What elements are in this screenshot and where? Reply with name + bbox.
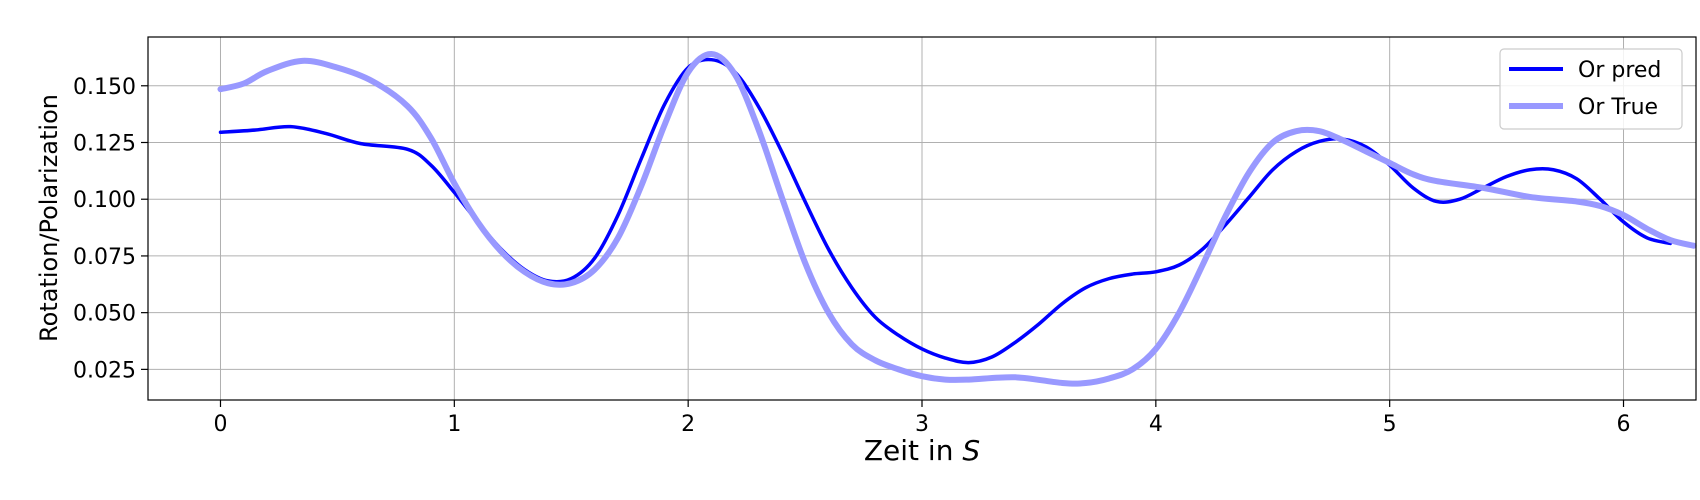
legend: Or pred Or True <box>1499 48 1683 130</box>
x-axis-title-main: Zeit in <box>864 434 963 467</box>
x-tick-label: 3 <box>915 412 929 437</box>
y-axis-ticks: 0.025 0.050 0.075 0.100 0.125 0.150 <box>73 75 148 383</box>
x-tick-label: 6 <box>1617 412 1631 437</box>
x-axis-ticks: 0 1 2 3 4 5 6 <box>213 400 1631 437</box>
x-axis-title: Zeit in S <box>864 434 980 467</box>
y-axis-title: Rotation/Polarization <box>35 94 63 342</box>
x-tick-label: 0 <box>213 412 227 437</box>
x-tick-label: 5 <box>1383 412 1397 437</box>
y-tick-label: 0.100 <box>73 188 136 213</box>
series-lines <box>217 51 1697 387</box>
x-tick-label: 2 <box>681 412 695 437</box>
series-line-or-true <box>217 51 1697 387</box>
y-tick-label: 0.025 <box>73 358 136 383</box>
legend-label-or-pred: Or pred <box>1578 58 1661 83</box>
y-tick-label: 0.125 <box>73 131 136 156</box>
legend-label-or-true: Or True <box>1578 95 1658 120</box>
y-tick-label: 0.075 <box>73 245 136 270</box>
y-tick-label: 0.050 <box>73 302 136 327</box>
grid <box>148 37 1696 400</box>
x-tick-label: 1 <box>447 412 461 437</box>
series-line-or-pred <box>218 57 1673 365</box>
y-tick-label: 0.150 <box>73 75 136 100</box>
x-axis-title-unit: S <box>962 434 980 467</box>
x-tick-label: 4 <box>1149 412 1163 437</box>
